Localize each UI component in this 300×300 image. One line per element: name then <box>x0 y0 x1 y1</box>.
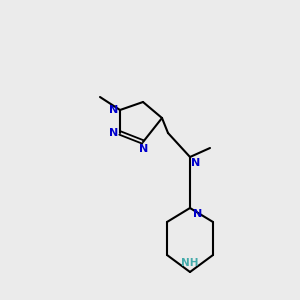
Text: N: N <box>193 209 202 219</box>
Text: N: N <box>109 105 118 115</box>
Text: N: N <box>140 144 148 154</box>
Text: N: N <box>109 128 118 138</box>
Text: NH: NH <box>181 258 199 268</box>
Text: N: N <box>191 158 200 168</box>
